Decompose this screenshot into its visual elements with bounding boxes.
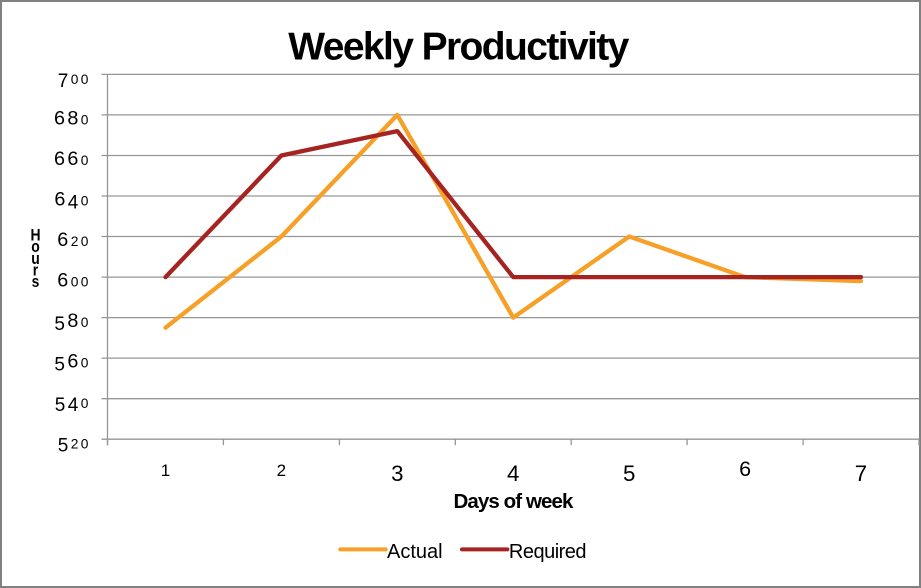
svg-text:5: 5 (54, 314, 65, 335)
svg-text:Days of week: Days of week (453, 490, 574, 513)
svg-text:2: 2 (71, 234, 79, 249)
svg-text:2: 2 (71, 437, 79, 452)
svg-text:s: s (32, 273, 40, 292)
svg-text:5: 5 (54, 355, 65, 376)
svg-text:Weekly Productivity: Weekly Productivity (288, 25, 629, 68)
svg-text:6: 6 (57, 229, 68, 251)
svg-text:3: 3 (391, 461, 403, 486)
svg-text:5: 5 (55, 395, 66, 416)
svg-text:4: 4 (68, 395, 79, 416)
svg-text:4: 4 (507, 461, 519, 486)
svg-text:0: 0 (81, 356, 89, 371)
svg-text:0: 0 (81, 437, 89, 452)
svg-text:0: 0 (81, 153, 89, 168)
svg-text:u: u (31, 250, 40, 269)
svg-text:0: 0 (81, 234, 89, 249)
svg-text:0: 0 (81, 315, 89, 330)
svg-text:0: 0 (81, 72, 89, 87)
svg-text:6: 6 (54, 107, 65, 129)
svg-text:6: 6 (57, 270, 68, 292)
svg-text:Actual: Actual (387, 541, 443, 563)
svg-text:7: 7 (58, 71, 69, 92)
svg-text:Required: Required (509, 541, 586, 563)
svg-text:5: 5 (623, 461, 635, 486)
svg-text:0: 0 (81, 275, 89, 290)
svg-text:0: 0 (81, 193, 89, 208)
svg-text:2: 2 (277, 461, 286, 480)
svg-text:o: o (31, 238, 40, 257)
svg-text:6: 6 (54, 188, 65, 210)
svg-text:H: H (30, 226, 40, 245)
svg-text:6: 6 (67, 148, 78, 170)
svg-text:5: 5 (58, 436, 69, 457)
svg-text:0: 0 (81, 396, 89, 411)
svg-text:6: 6 (739, 457, 751, 481)
svg-text:0: 0 (71, 275, 79, 290)
svg-text:7: 7 (855, 461, 867, 486)
svg-text:r: r (33, 261, 38, 280)
svg-text:1: 1 (161, 461, 170, 480)
svg-text:0: 0 (71, 72, 79, 87)
svg-text:0: 0 (81, 112, 89, 127)
svg-text:6: 6 (67, 351, 78, 373)
svg-text:6: 6 (54, 148, 65, 170)
svg-text:4: 4 (68, 192, 79, 213)
svg-text:8: 8 (67, 310, 78, 332)
svg-text:8: 8 (67, 107, 78, 129)
